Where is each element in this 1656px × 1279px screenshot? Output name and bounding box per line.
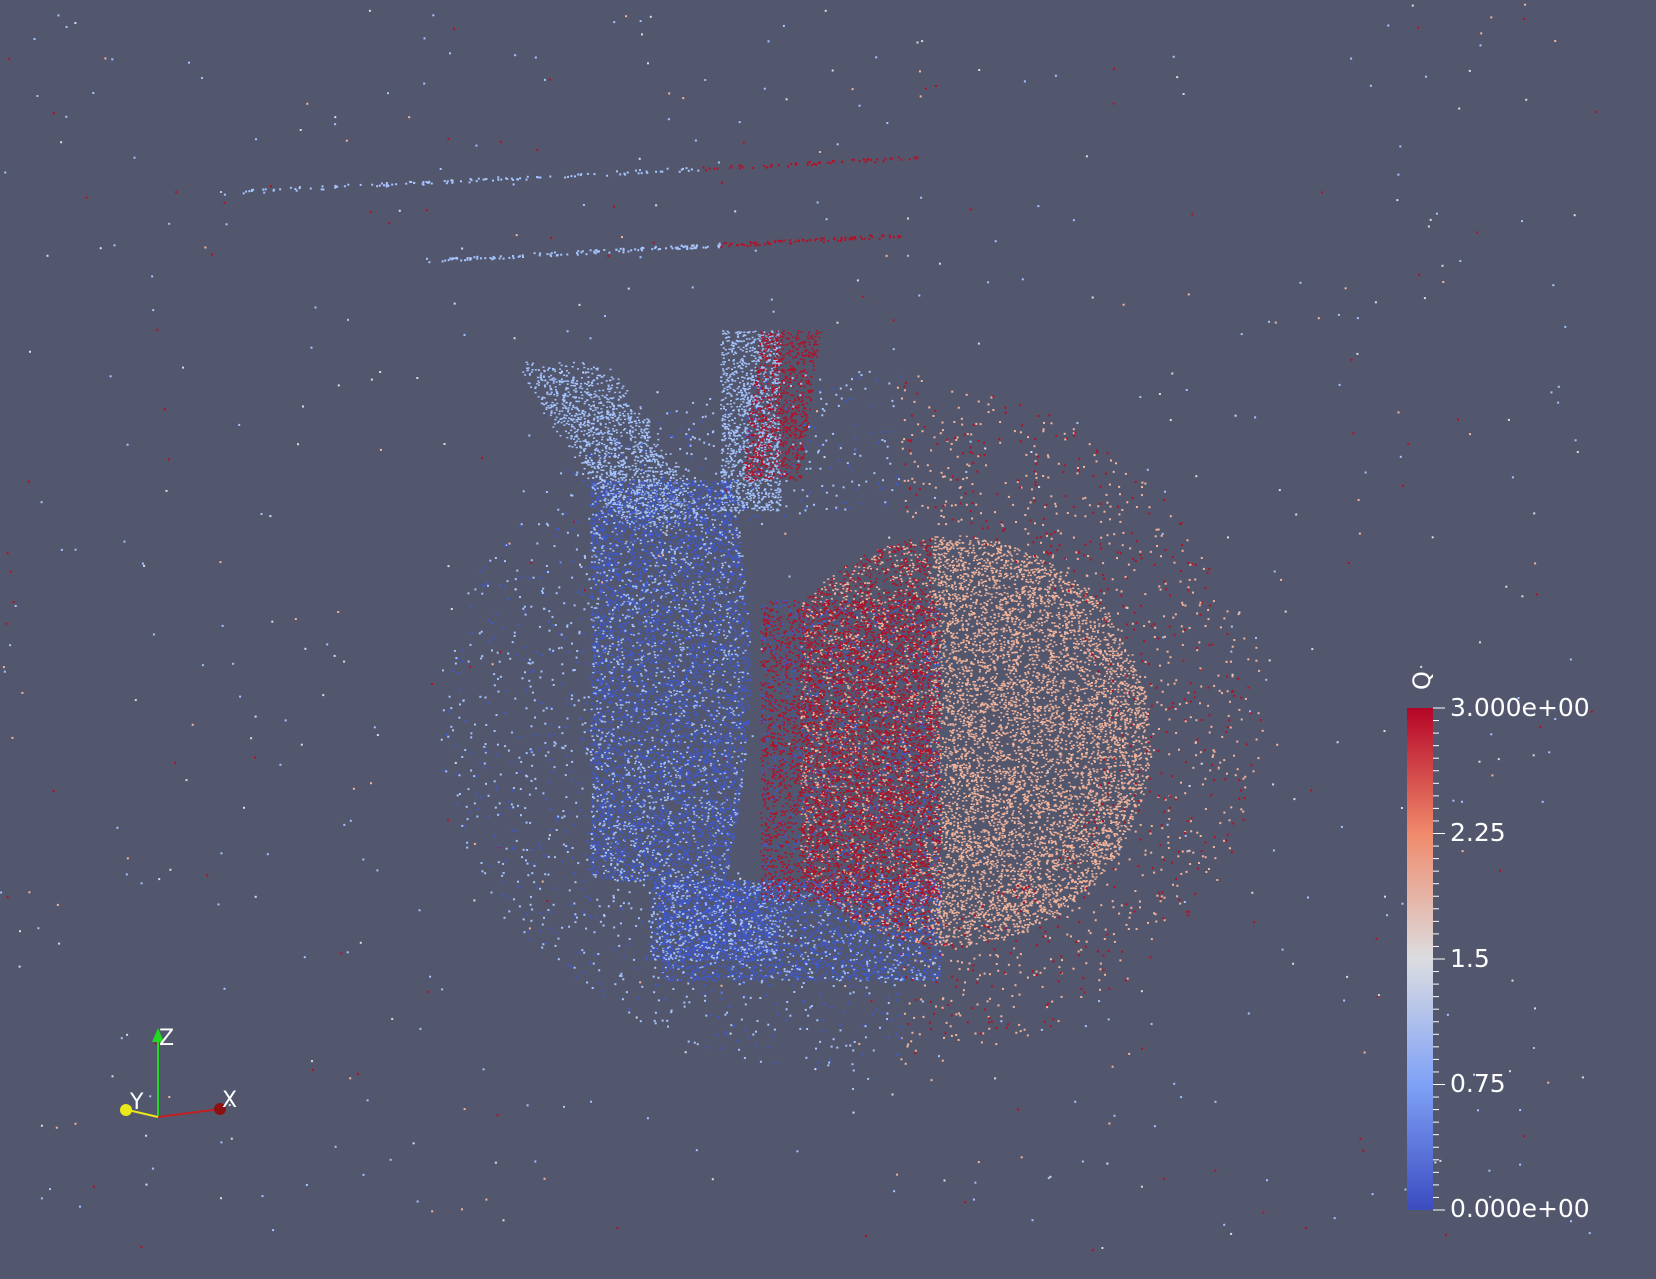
color-legend-tick-max: 3.000e+00	[1450, 695, 1590, 720]
z-axis-arrow	[152, 1028, 164, 1042]
color-legend	[1407, 707, 1445, 1211]
color-legend-tick-0-75: 0.75	[1450, 1071, 1506, 1096]
y-axis-label: Y	[130, 1092, 143, 1114]
color-legend-tick-2-25: 2.25	[1450, 820, 1506, 845]
color-legend-title: Q	[1408, 671, 1436, 690]
color-legend-tick-min: 0.000e+00	[1450, 1196, 1590, 1221]
x-axis-label: X	[222, 1090, 237, 1112]
x-axis-line	[157, 1108, 221, 1118]
orientation-axes[interactable]	[110, 1020, 250, 1130]
y-axis-line	[127, 1109, 159, 1118]
y-axis-arrow	[120, 1104, 132, 1116]
color-legend-tick-1-5: 1.5	[1450, 946, 1490, 971]
z-axis-label: Z	[159, 1028, 174, 1050]
color-legend-bar	[1407, 708, 1433, 1210]
x-axis-arrow	[214, 1103, 226, 1115]
